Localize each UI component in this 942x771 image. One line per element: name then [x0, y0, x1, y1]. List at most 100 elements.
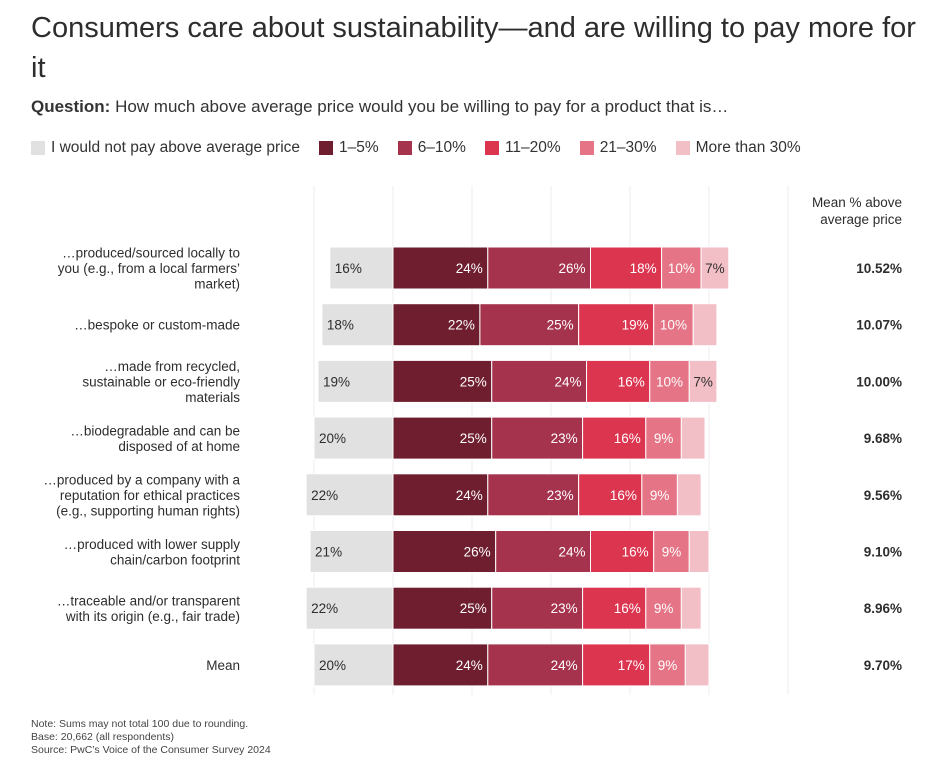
legend-swatch — [675, 141, 690, 155]
data-label: 9% — [654, 601, 674, 616]
data-label: 19% — [622, 318, 649, 333]
category-label: …produced by a company with a — [43, 472, 240, 487]
bar-segment — [700, 246, 730, 290]
category-label: sustainable or eco-friendly — [82, 374, 240, 389]
data-label: 7% — [693, 374, 713, 389]
mean-value: 9.56% — [864, 488, 902, 503]
data-label: 24% — [456, 261, 483, 276]
bar-segment — [590, 246, 663, 290]
bar-segment — [313, 643, 394, 687]
bar-segment — [487, 643, 584, 687]
category-label: you (e.g., from a local farmers’ — [58, 261, 240, 276]
data-label: 7% — [705, 261, 725, 276]
category-label: …produced with lower supply — [64, 537, 241, 552]
legend-label: 6–10% — [417, 139, 466, 156]
data-label: 16% — [610, 488, 637, 503]
bar-segment — [392, 303, 481, 347]
category-label: (e.g., supporting human rights) — [56, 503, 240, 518]
data-label: 20% — [319, 658, 346, 673]
category-label: …made from recycled, — [104, 359, 240, 374]
data-label: 17% — [618, 658, 645, 673]
legend-item: I would not pay above average price — [31, 139, 300, 157]
footnotes: Note: Sums may not total 100 due to roun… — [31, 718, 271, 757]
data-label: 24% — [551, 658, 578, 673]
bar-segment — [309, 530, 394, 573]
bar-segment — [680, 416, 706, 460]
data-label: 22% — [311, 488, 338, 503]
legend-label: More than 30% — [695, 139, 801, 156]
data-label: 18% — [327, 318, 354, 333]
note-source: Source: PwC’s Voice of the Consumer Surv… — [31, 744, 271, 756]
legend-swatch — [579, 141, 594, 155]
question-prefix: Question: — [31, 97, 111, 116]
data-label: 9% — [650, 488, 670, 503]
data-label: 16% — [618, 374, 645, 389]
bar-segment — [582, 586, 647, 630]
data-label: 16% — [614, 601, 641, 616]
bar-segment — [582, 416, 647, 460]
data-label: 9% — [658, 658, 678, 673]
bar-segment — [495, 530, 592, 573]
legend: I would not pay above average price 1–5% 6… — [31, 139, 820, 157]
bar-segment — [645, 416, 682, 460]
data-label: 16% — [622, 545, 649, 560]
data-label: 21% — [315, 545, 342, 560]
bar-segment — [305, 473, 394, 517]
bar-segment — [392, 359, 493, 403]
bar-segment — [392, 246, 489, 290]
bar-segment — [582, 643, 651, 687]
category-label: market) — [194, 277, 240, 292]
category-label: Mean — [206, 658, 240, 673]
data-label: 22% — [448, 318, 475, 333]
category-label: …produced/sourced locally to — [62, 246, 240, 261]
data-label: 26% — [558, 261, 585, 276]
legend-item: 1–5% — [319, 139, 379, 157]
legend-swatch — [397, 141, 412, 155]
bar-segment — [392, 586, 493, 630]
data-label: 24% — [558, 545, 585, 560]
chart-title: Consumers care about sustainability—and … — [31, 12, 916, 84]
data-label: 10% — [656, 374, 683, 389]
bar-segment — [578, 303, 655, 347]
mean-column-header: Mean % above average price — [812, 194, 902, 228]
bar-segment — [491, 586, 584, 630]
bar-segment — [329, 246, 394, 290]
data-label: 26% — [464, 545, 491, 560]
category-label: …traceable and/or transparent — [57, 593, 240, 608]
mean-value: 9.10% — [864, 545, 902, 560]
category-label: with its origin (e.g., fair trade) — [65, 609, 240, 624]
legend-label: I would not pay above average price — [51, 139, 301, 156]
legend-item: More than 30% — [675, 139, 801, 157]
bar-segment — [491, 416, 584, 460]
bar-segment — [692, 303, 718, 347]
data-label: 25% — [460, 601, 487, 616]
data-label: 24% — [555, 374, 582, 389]
mean-value: 9.70% — [864, 658, 902, 673]
data-label: 19% — [323, 374, 350, 389]
mean-header-line-2: average price — [820, 212, 902, 227]
bar-segment — [649, 359, 690, 403]
question-body: How much above average price would you b… — [115, 97, 729, 116]
bar-segment — [317, 359, 394, 403]
bar-segment — [676, 473, 702, 517]
bar-segment — [649, 643, 686, 687]
category-label: disposed of at home — [118, 439, 240, 454]
bar-segment — [313, 416, 394, 460]
category-label: …bespoke or custom-made — [74, 318, 240, 333]
bar-segment — [586, 359, 651, 403]
data-label: 25% — [460, 431, 487, 446]
legend-label: 21–30% — [599, 139, 657, 156]
mean-value: 10.00% — [856, 374, 902, 389]
bar-segment — [487, 473, 580, 517]
legend-label: 1–5% — [339, 139, 379, 156]
category-label: materials — [185, 390, 240, 405]
legend-item: 21–30% — [579, 139, 657, 157]
bar-segment — [578, 473, 643, 517]
bar-segment — [392, 473, 489, 517]
data-label: 23% — [547, 488, 574, 503]
data-label: 10% — [668, 261, 695, 276]
data-label: 16% — [335, 261, 362, 276]
bar-segment — [479, 303, 580, 347]
data-label: 18% — [630, 261, 657, 276]
